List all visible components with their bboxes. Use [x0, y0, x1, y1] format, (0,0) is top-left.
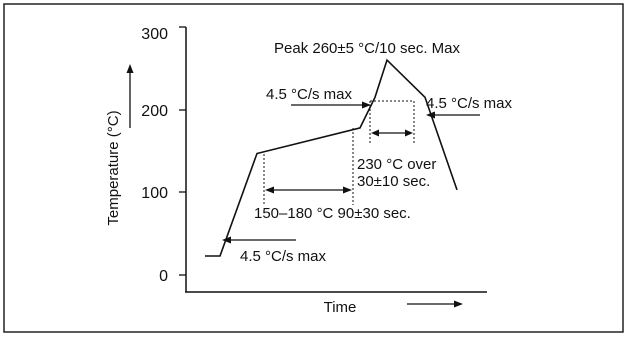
ramp-up-reflow-label: 4.5 °C/s max: [266, 86, 353, 103]
peak-label: Peak 260±5 °C/10 sec. Max: [274, 40, 460, 57]
reflow-arrow-right-head: [405, 129, 413, 137]
ramp-up-preheat-label: 4.5 °C/s max: [240, 248, 327, 265]
y-tick-label: 100: [141, 185, 168, 202]
reflow-label-line1: 230 °C over: [357, 156, 436, 173]
y-tick-label: 0: [159, 268, 168, 285]
x-axis-title: Time: [324, 299, 357, 316]
y-tick-label: 200: [141, 103, 168, 120]
y-tick-label: 300: [141, 26, 168, 43]
frame-border: [3, 3, 624, 333]
ramp-down-label: 4.5 °C/s max: [426, 95, 513, 112]
ramp-up-reflow-arrow-head: [362, 101, 371, 109]
reflow-arrow-left-head: [371, 129, 379, 137]
preheat-label: 150–180 °C 90±30 sec.: [254, 205, 411, 222]
preheat-arrow-left-head: [265, 186, 274, 194]
ramp-down-arrow-head: [426, 111, 435, 119]
reflow-label-line2: 30±10 sec.: [357, 173, 430, 190]
ramp-up-preheat-arrow-head: [222, 236, 231, 244]
y-axis-ticks: 0 100 200 300: [141, 26, 186, 285]
x-axis-arrow-head: [454, 300, 463, 308]
preheat-arrow-right-head: [343, 186, 352, 194]
y-axis-arrow-head: [126, 64, 134, 73]
y-axis-title: Temperature (°C): [105, 110, 122, 225]
